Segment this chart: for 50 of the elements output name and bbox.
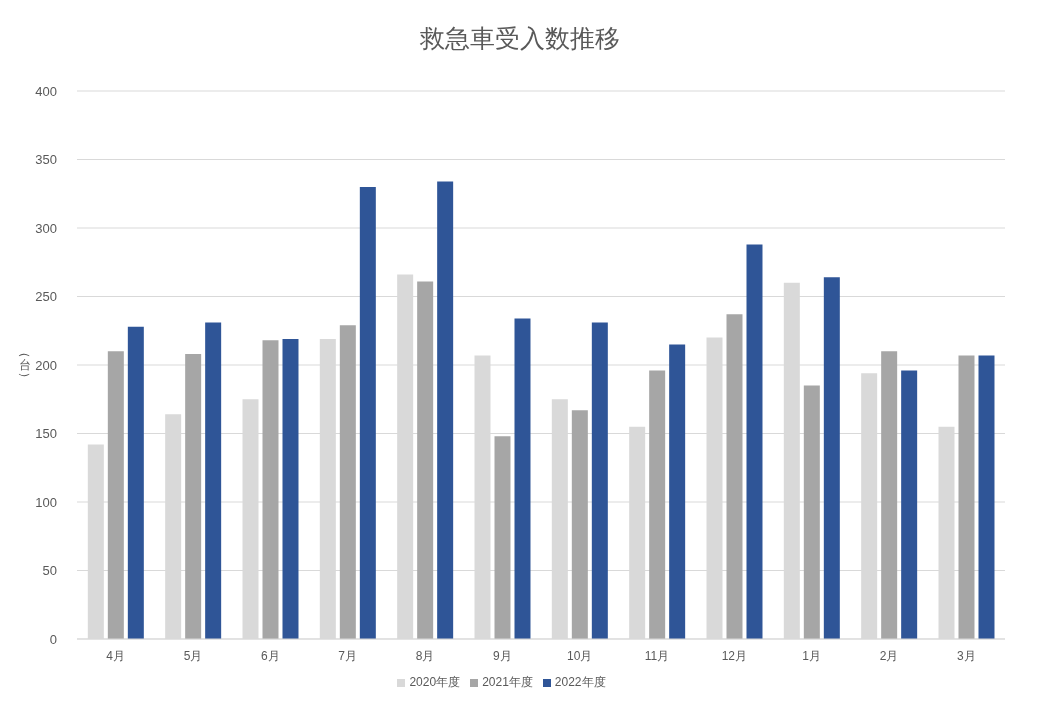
bar xyxy=(571,410,588,639)
bar xyxy=(649,370,666,639)
bar xyxy=(978,355,995,639)
legend-label: 2021年度 xyxy=(482,675,533,689)
bar xyxy=(107,351,124,639)
x-tick-label: 6月 xyxy=(260,648,280,663)
bar xyxy=(437,181,454,639)
bar xyxy=(262,340,279,639)
y-tick-label: 150 xyxy=(35,426,57,442)
y-tick-label: 300 xyxy=(35,220,57,236)
y-tick-label: 400 xyxy=(35,83,57,99)
bar xyxy=(339,325,356,639)
x-tick-label: 11月 xyxy=(644,648,670,663)
x-tick-label: 12月 xyxy=(721,648,748,663)
x-tick-label: 5月 xyxy=(183,648,203,663)
y-tick-label: 350 xyxy=(35,152,57,168)
bar xyxy=(958,355,975,639)
y-tick-label: 100 xyxy=(35,494,57,510)
legend-label: 2020年度 xyxy=(409,675,461,689)
bar xyxy=(881,351,898,639)
legend-label: 2022年度 xyxy=(554,675,606,689)
bar xyxy=(359,186,376,639)
y-tick-label: 200 xyxy=(35,357,57,373)
y-tick-label: 0 xyxy=(49,631,57,647)
bar xyxy=(823,277,840,639)
bar xyxy=(803,385,820,639)
y-tick-label: 50 xyxy=(42,563,57,579)
bar xyxy=(591,322,608,639)
x-tick-label: 10月 xyxy=(566,648,593,663)
x-tick-label: 8月 xyxy=(415,648,435,663)
bar xyxy=(726,314,743,639)
x-tick-label: 1月 xyxy=(802,648,822,663)
bar xyxy=(205,322,222,639)
bar xyxy=(669,344,686,639)
x-tick-label: 3月 xyxy=(956,648,976,663)
bar xyxy=(746,244,763,639)
bar xyxy=(127,326,144,639)
chart-title: 救急車受入数推移 xyxy=(419,23,621,54)
bar xyxy=(514,318,531,639)
bar xyxy=(494,436,511,639)
bar xyxy=(282,338,299,639)
bar xyxy=(185,354,202,639)
bar xyxy=(417,281,434,639)
x-tick-label: 4月 xyxy=(106,648,126,663)
x-tick-label: 7月 xyxy=(338,648,358,663)
y-tick-label: 250 xyxy=(35,289,57,305)
x-tick-label: 2月 xyxy=(879,648,899,663)
x-tick-label: 9月 xyxy=(492,648,512,663)
bar xyxy=(901,370,918,639)
y-axis-title: （台） xyxy=(17,346,32,384)
